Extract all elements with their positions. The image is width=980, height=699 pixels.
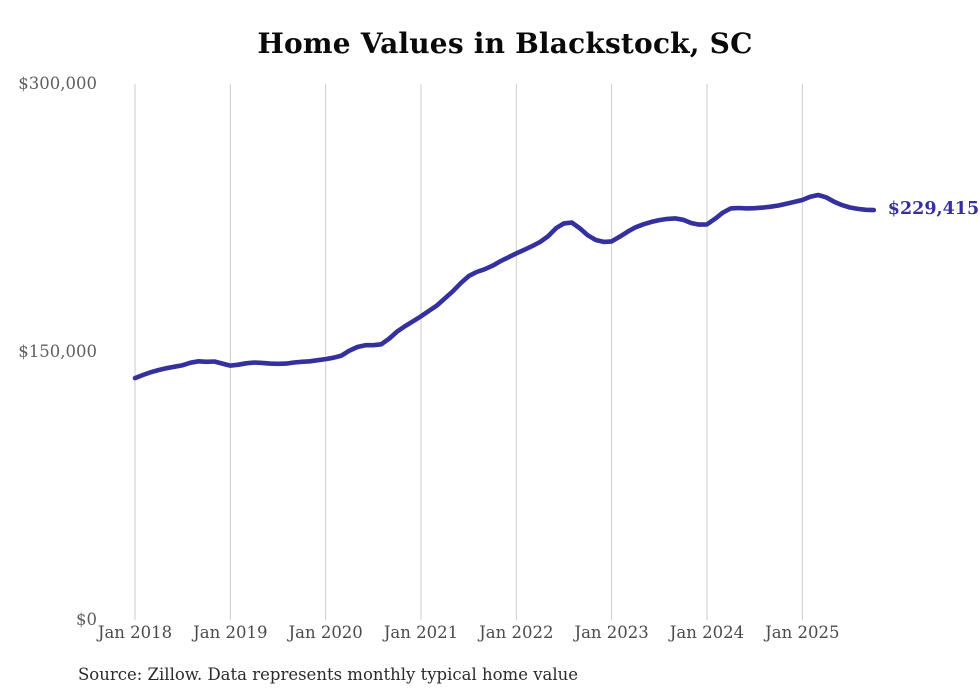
- source-note: Source: Zillow. Data represents monthly …: [78, 665, 579, 684]
- x-tick-label: Jan 2020: [288, 623, 363, 642]
- end-value-label: $229,415: [887, 199, 980, 220]
- x-tick-label: Jan 2025: [765, 623, 840, 642]
- x-tick-label: Jan 2021: [383, 623, 459, 642]
- chart-title: Home Values in Blackstock, SC: [257, 27, 753, 60]
- x-tick-label: Jan 2018: [97, 623, 173, 642]
- x-tick-label: Jan 2024: [669, 623, 745, 642]
- y-tick-label: $0: [76, 610, 97, 629]
- y-tick-label: $150,000: [18, 342, 97, 361]
- home-values-line: [132, 192, 877, 381]
- y-tick-label: $300,000: [18, 74, 97, 93]
- x-tick-label: Jan 2023: [574, 623, 649, 642]
- x-tick-label: Jan 2022: [479, 623, 554, 642]
- x-tick-label: Jan 2019: [193, 623, 268, 642]
